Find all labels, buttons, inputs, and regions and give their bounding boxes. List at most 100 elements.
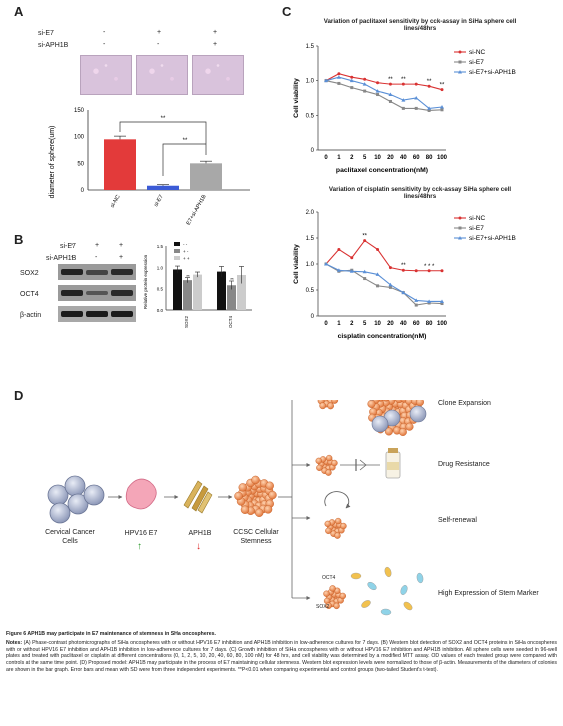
panel-a-sig: ** [161, 116, 166, 122]
legend-marker [458, 50, 462, 54]
bar-SOX2 [173, 269, 182, 310]
data-point [414, 96, 419, 100]
data-point [427, 84, 431, 88]
y-axis-label: Cell viability [293, 78, 300, 118]
blot-band [111, 311, 133, 317]
legend-marker [458, 236, 462, 240]
ytick-label: 1.5 [306, 44, 315, 50]
caption-notes-label: Notes: [6, 639, 23, 646]
cancer-cells-icon [47, 475, 105, 524]
panel-b-ytick: 1.0 [157, 265, 164, 270]
data-point [362, 82, 367, 86]
hpv16-e7-protein-icon [125, 478, 157, 510]
xtick-label: 40 [400, 155, 407, 161]
blot-label-oct4: OCT4 [20, 291, 39, 298]
panel-b-mark: + [95, 242, 100, 249]
panel-b-mark: - [71, 242, 74, 249]
chart-c1-title: Variation of paclitaxel sensitivity by c… [323, 18, 517, 32]
xtick-label: 10 [374, 321, 381, 327]
panel-label-b: B [14, 232, 24, 247]
panel-a-xtick: si-E7 [153, 194, 164, 208]
ytick-label: 1.0 [306, 262, 315, 268]
panel-b-sig: * [223, 270, 225, 275]
aph1b-down-arrow-icon: ↓ [196, 541, 201, 552]
legend-marker [458, 226, 462, 230]
panel-a-mark: - [157, 41, 160, 48]
data-point [427, 299, 432, 303]
ccsc-sphere-icon [234, 475, 277, 517]
data-point [427, 108, 431, 112]
data-point [440, 105, 444, 109]
panel-b-mark: + [119, 254, 124, 261]
data-point [350, 86, 354, 90]
panel-b-xtick: SOX2 [184, 316, 189, 329]
data-point [427, 301, 431, 305]
self-renewal-cell-icon [324, 517, 347, 539]
caption-notes: Notes: (A) Phase-contrast photomicrograp… [6, 640, 557, 674]
stem-marker-protein-icon [361, 600, 371, 608]
panel-b-mark: - [95, 254, 98, 261]
western-blot [58, 264, 136, 322]
ytick-label: 1.5 [306, 236, 315, 242]
ytick-label: 0 [311, 148, 315, 154]
blot-label-sox2: SOX2 [20, 270, 39, 277]
panel-label-d: D [14, 388, 24, 403]
series-line-si-E7 [325, 80, 443, 112]
significance-label: ** [401, 77, 406, 83]
series-line-si-E7+si-APH1B [325, 263, 442, 302]
data-point [363, 277, 367, 281]
bar-si-E7 [147, 185, 179, 190]
xtick-label: 1 [337, 155, 341, 161]
clone-expansion-icon [367, 400, 427, 436]
data-point [362, 269, 367, 274]
blot-band [86, 291, 108, 295]
significance-label: ** [388, 77, 393, 83]
data-point [401, 82, 405, 86]
panel-a-mark: - [103, 29, 106, 36]
sphere-photo-sie7 [136, 55, 188, 95]
xtick-label: 20 [387, 321, 394, 327]
bar-OCT4 [217, 271, 226, 310]
ytick-label: 0.5 [306, 288, 315, 294]
data-point [440, 108, 444, 112]
stem-marker-protein-icon [400, 585, 408, 595]
data-point [376, 247, 380, 251]
panel-a-mark: - [103, 41, 106, 48]
marker-label-oct4: OCT4 [322, 575, 336, 581]
data-point [324, 262, 328, 266]
panel-a-row-label-e7: si-E7 [38, 30, 54, 37]
xtick-label: 80 [426, 155, 433, 161]
data-point [376, 93, 380, 97]
ytick-label: 1.0 [306, 79, 315, 85]
data-point [440, 302, 444, 306]
data-point [427, 269, 431, 273]
xtick-label: 100 [437, 155, 448, 161]
panel-a-ytick: 100 [74, 135, 85, 141]
panel-b-mark: - [71, 254, 74, 261]
panel-a-xtick: si-NC [110, 194, 122, 209]
panel-b-ytick: 0.0 [157, 308, 164, 313]
legend-label: si-NC [469, 215, 486, 222]
data-point [336, 268, 341, 272]
panel-b-row-label-aph1b: si-APH1B [46, 255, 77, 262]
xtick-label: 10 [374, 155, 381, 161]
data-point [440, 269, 444, 273]
xtick-label: 5 [363, 321, 367, 327]
data-point [363, 239, 367, 243]
panel-b-ylabel: Relative protein expression [143, 254, 148, 309]
bar-OCT4 [237, 275, 246, 310]
series-line-si-NC [325, 239, 442, 272]
panel-b-mark: + [119, 242, 124, 249]
data-point [388, 82, 392, 86]
series-line-si-NC [325, 73, 443, 91]
ytick-label: 0.5 [306, 113, 315, 119]
bar-SOX2 [183, 280, 192, 310]
panel-b-bar-chart: Relative protein expression 0.0 0.5 1.0 … [143, 242, 252, 329]
stem-marker-protein-icon [384, 566, 392, 578]
drug-vial-icon [385, 448, 401, 479]
chart-c2-title: Variation of cisplatin sensitivity by cc… [328, 186, 512, 200]
legend-label: si-E7 [469, 59, 484, 66]
legend-swatch [174, 242, 180, 246]
xtick-label: 1 [337, 321, 341, 327]
legend-swatch [174, 256, 180, 260]
